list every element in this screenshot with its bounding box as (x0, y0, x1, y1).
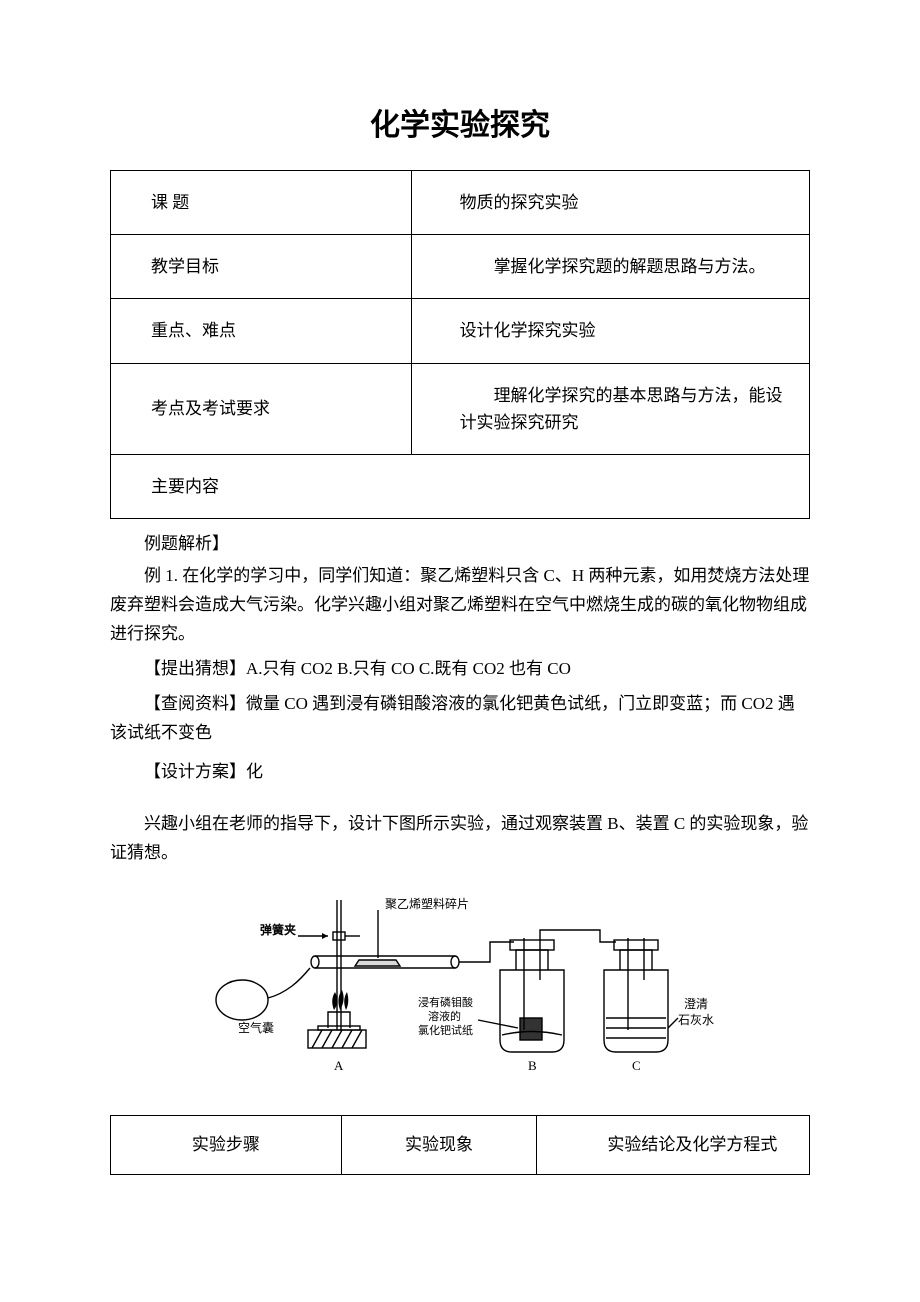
cell-text: 物质的探究实验 (460, 193, 579, 212)
label-paper-1: 浸有磷钼酸 (418, 995, 473, 1009)
label-B: B (528, 1058, 537, 1073)
experiment-table: 实验步骤 实验现象 实验结论及化学方程式 (110, 1115, 810, 1175)
cell-text: 掌握化学探究题的解题思路与方法。 (460, 253, 797, 280)
cell-left: 考点及考试要求 (111, 363, 412, 454)
table-row: 实验步骤 实验现象 实验结论及化学方程式 (111, 1116, 810, 1175)
example-heading: 例题解析】 (110, 529, 810, 554)
table-row: 重点、难点 设计化学探究实验 (111, 299, 810, 363)
exp-header-steps: 实验步骤 (111, 1116, 342, 1175)
cell-text: 理解化学探究的基本思路与方法，能设计实验探究研究 (460, 382, 797, 436)
label-air-bag: 空气囊 (238, 1020, 274, 1035)
exp-header-conclusion: 实验结论及化学方程式 (537, 1116, 810, 1175)
cell-main-content: 主要内容 (111, 454, 412, 518)
label-A: A (334, 1058, 344, 1073)
cell-left: 重点、难点 (111, 299, 412, 363)
cell-right: 理解化学探究的基本思路与方法，能设计实验探究研究 (411, 363, 809, 454)
apparatus-svg: 弹簧夹 空气囊 (200, 880, 720, 1090)
cell-right: 设计化学探究实验 (411, 299, 809, 363)
cell-empty (411, 454, 809, 518)
label-limewater-1: 澄清 (684, 996, 708, 1011)
info-table: 课 题 物质的探究实验 教学目标 掌握化学探究题的解题思路与方法。 重点、难点 … (110, 170, 810, 519)
label-C: C (632, 1058, 641, 1073)
design-text: 兴趣小组在老师的指导下，设计下图所示实验，通过观察装置 B、装置 C 的实验现象… (110, 810, 810, 868)
design-label: 【设计方案】化 (110, 757, 810, 782)
apparatus-figure: 弹簧夹 空气囊 (110, 880, 810, 1095)
label-paper-2: 溶液的 (428, 1009, 461, 1023)
page-title: 化学实验探究 (110, 100, 810, 144)
cell-right: 物质的探究实验 (411, 171, 809, 235)
exp-header-phenomena: 实验现象 (341, 1116, 537, 1175)
table-row: 课 题 物质的探究实验 (111, 171, 810, 235)
table-row: 考点及考试要求 理解化学探究的基本思路与方法，能设计实验探究研究 (111, 363, 810, 454)
guess-text: 【提出猜想】A.只有 CO2 B.只有 CO C.既有 CO2 也有 CO (110, 655, 810, 684)
table-row: 教学目标 掌握化学探究题的解题思路与方法。 (111, 235, 810, 299)
cell-right: 掌握化学探究题的解题思路与方法。 (411, 235, 809, 299)
cell-text: 设计化学探究实验 (460, 321, 596, 340)
cell-left: 教学目标 (111, 235, 412, 299)
cell-left: 课 题 (111, 171, 412, 235)
info-text: 【查阅资料】微量 CO 遇到浸有磷钼酸溶液的氯化钯黄色试纸，门立即变蓝；而 CO… (110, 690, 810, 748)
example-intro: 例 1. 在化学的学习中，同学们知道：聚乙烯塑料只含 C、H 两种元素，如用焚烧… (110, 562, 810, 649)
label-pe-fragments: 聚乙烯塑料碎片 (385, 896, 469, 911)
label-spring-clip: 弹簧夹 (260, 922, 296, 937)
table-row: 主要内容 (111, 454, 810, 518)
label-limewater-2: 石灰水 (678, 1013, 714, 1027)
label-paper-3: 氯化钯试纸 (418, 1023, 473, 1037)
